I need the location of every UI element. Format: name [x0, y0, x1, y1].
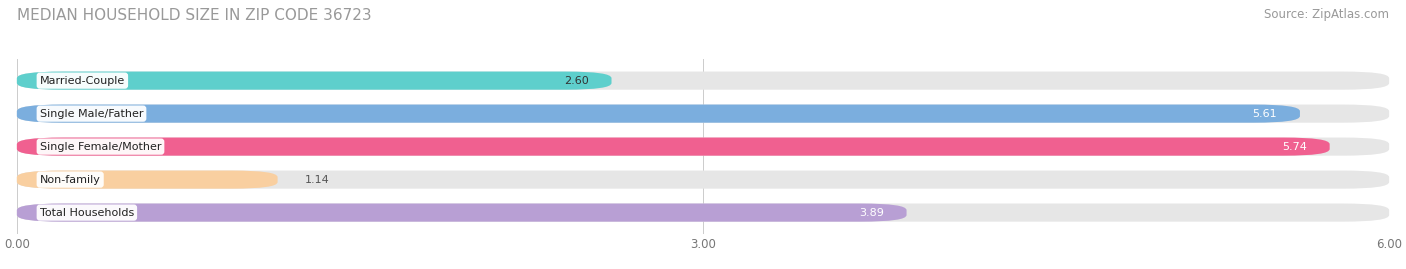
- FancyBboxPatch shape: [17, 204, 1389, 222]
- Text: Single Female/Mother: Single Female/Mother: [39, 141, 162, 152]
- FancyBboxPatch shape: [17, 105, 1301, 123]
- FancyBboxPatch shape: [17, 171, 1389, 189]
- FancyBboxPatch shape: [17, 105, 1389, 123]
- Text: 3.89: 3.89: [859, 208, 884, 218]
- Text: Total Households: Total Households: [39, 208, 134, 218]
- FancyBboxPatch shape: [17, 171, 277, 189]
- Text: 5.61: 5.61: [1253, 109, 1277, 119]
- FancyBboxPatch shape: [17, 137, 1389, 156]
- FancyBboxPatch shape: [17, 137, 1330, 156]
- Text: Single Male/Father: Single Male/Father: [39, 109, 143, 119]
- Text: 1.14: 1.14: [305, 175, 330, 185]
- Text: 2.60: 2.60: [564, 76, 589, 86]
- FancyBboxPatch shape: [17, 72, 1389, 90]
- Text: 5.74: 5.74: [1282, 141, 1306, 152]
- Text: Married-Couple: Married-Couple: [39, 76, 125, 86]
- Text: Non-family: Non-family: [39, 175, 101, 185]
- Text: MEDIAN HOUSEHOLD SIZE IN ZIP CODE 36723: MEDIAN HOUSEHOLD SIZE IN ZIP CODE 36723: [17, 8, 371, 23]
- FancyBboxPatch shape: [17, 204, 907, 222]
- FancyBboxPatch shape: [17, 72, 612, 90]
- Text: Source: ZipAtlas.com: Source: ZipAtlas.com: [1264, 8, 1389, 21]
